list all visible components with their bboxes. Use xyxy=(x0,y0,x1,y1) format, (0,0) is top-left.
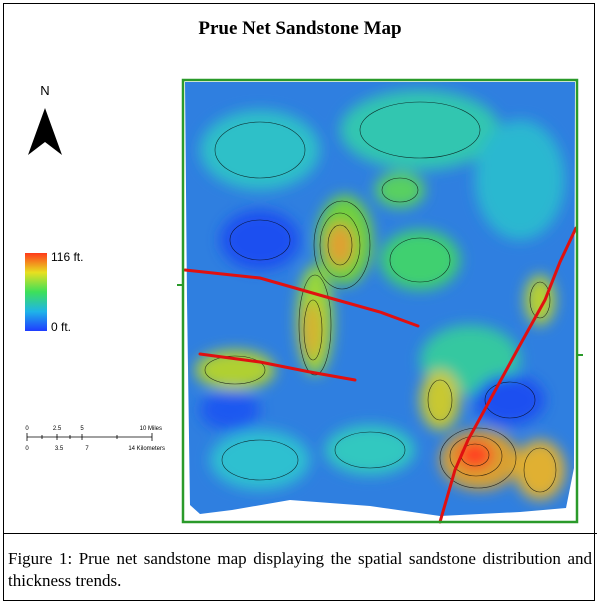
scale-label: 10 Miles xyxy=(140,426,162,432)
north-label: N xyxy=(40,83,49,98)
legend-min: 0 ft. xyxy=(51,320,71,334)
scale-label: 0 xyxy=(25,446,29,452)
scale-label: 7 xyxy=(85,446,89,452)
north-arrow xyxy=(28,108,62,155)
page: {"title": "Prue Net Sandstone Map", "nor… xyxy=(0,0,600,606)
scale-label: 5 xyxy=(80,426,84,432)
scale-bar xyxy=(27,433,152,441)
scale-label: 3.5 xyxy=(55,446,64,452)
map: N 116 ft. 0 ft. 0 2.5 5 10 Miles 0 3.5 7… xyxy=(0,0,600,606)
scale-label: 14 Kilometers xyxy=(128,446,165,452)
legend-max: 116 ft. xyxy=(51,250,83,264)
legend-ramp xyxy=(25,253,47,331)
caption: Figure 1: Prue net sandstone map display… xyxy=(8,548,592,592)
thickness-surface xyxy=(180,78,580,528)
scale-label: 0 xyxy=(25,426,29,432)
scale-label: 2.5 xyxy=(53,426,62,432)
divider xyxy=(3,533,597,534)
